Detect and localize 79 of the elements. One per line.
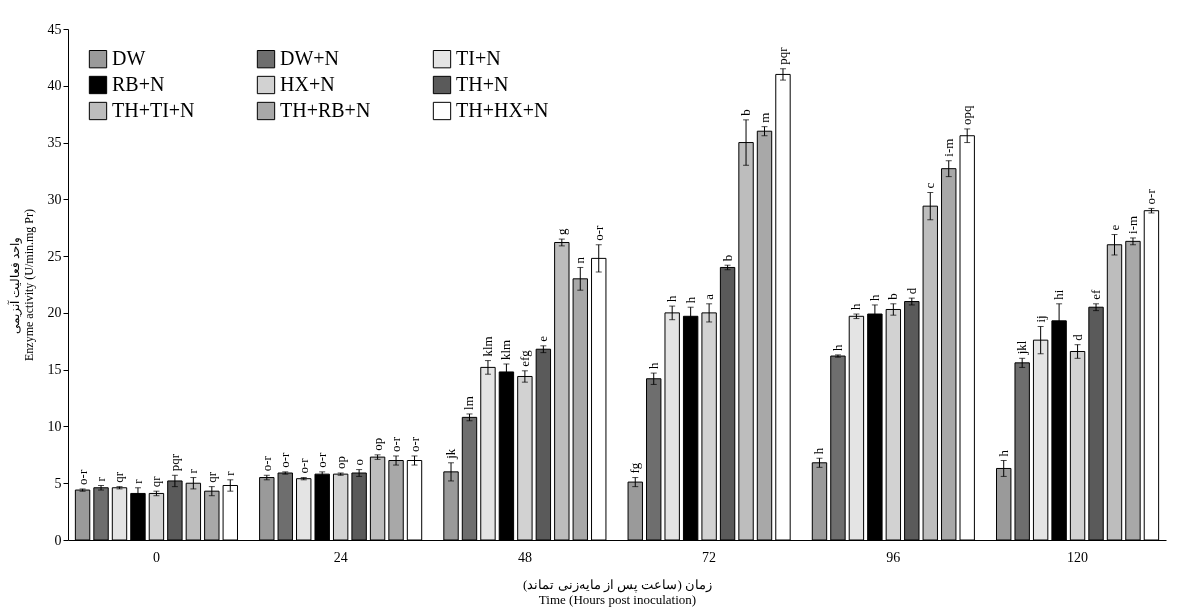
data-label: c [922, 182, 938, 189]
data-label: h [866, 293, 882, 301]
data-label: i-m [940, 138, 956, 157]
legend-label: TI+N [456, 47, 501, 70]
data-label: klm [479, 336, 495, 357]
data-label: jkl [1014, 340, 1030, 356]
data-label: o-r [590, 224, 606, 241]
data-label: o-r [277, 452, 293, 468]
data-label: o-r [295, 457, 311, 474]
y-tick-label: 20 [47, 305, 62, 321]
y-tick-label: 25 [47, 248, 62, 264]
data-label: h [995, 449, 1011, 457]
legend-label: TH+HX+N [456, 99, 549, 121]
data-label: i-m [1124, 215, 1140, 234]
x-tick-label: 72 [702, 549, 717, 565]
data-label: h [829, 343, 845, 351]
data-label: fg [627, 462, 643, 474]
data-label: h [682, 296, 698, 304]
data-label: pqr [166, 453, 182, 472]
x-tick-label: 48 [517, 549, 532, 565]
data-label: a [701, 293, 717, 300]
data-label: ij [1032, 315, 1048, 323]
data-label: r [222, 470, 238, 476]
data-label: e [1106, 224, 1122, 231]
legend-label: HX+N [280, 73, 335, 95]
data-label: opq [959, 104, 975, 125]
data-label: m [756, 112, 772, 123]
data-label: h [645, 362, 661, 370]
data-label: o-r [314, 452, 330, 468]
data-label: qr [148, 475, 164, 488]
data-label: r [93, 476, 109, 482]
data-label: r [185, 468, 201, 474]
data-label: h [664, 295, 680, 303]
data-label: h [811, 447, 827, 455]
data-label: b [719, 254, 735, 262]
data-label: efg [516, 349, 532, 367]
data-label: hi [1051, 289, 1067, 300]
data-label: o-r [74, 469, 90, 485]
y-tick-label: 10 [47, 418, 62, 434]
data-label: pqr [774, 46, 790, 65]
legend-label: TH+RB+N [280, 99, 371, 121]
data-label: o [351, 459, 367, 466]
legend-label: DW [112, 47, 146, 70]
legend-label: RB+N [112, 73, 165, 95]
y-tick-label: 30 [47, 191, 62, 207]
data-label: qr [203, 471, 219, 483]
data-label: ef [1088, 289, 1104, 300]
x-tick-label: 120 [1067, 549, 1089, 565]
data-label: e [535, 335, 551, 342]
x-tick-label: 0 [152, 549, 160, 565]
y-tick-label: 45 [47, 21, 62, 37]
legend-label: TH+N [456, 73, 509, 95]
x-tick-label: 96 [886, 549, 901, 565]
data-label: op [332, 456, 348, 469]
data-label: n [572, 256, 588, 264]
data-label: o-r [406, 436, 422, 452]
y-tick-label: 15 [47, 362, 62, 378]
data-label: jk [443, 448, 459, 460]
legend-label: DW+N [280, 47, 340, 70]
y-tick-label: 5 [54, 475, 62, 491]
y-tick-label: 40 [47, 78, 62, 94]
data-label: d [903, 287, 919, 295]
data-label: qr [111, 471, 127, 483]
data-label: o-r [388, 436, 404, 452]
data-label: h [848, 303, 864, 311]
data-label: o-r [1143, 188, 1159, 205]
x-tick-label: 24 [333, 549, 348, 565]
data-label: lm [461, 396, 477, 410]
data-label: b [738, 109, 754, 116]
legend-label: TH+TI+N [112, 99, 195, 121]
data-label: o-r [258, 455, 274, 472]
data-label: klm [498, 339, 514, 360]
data-label: d [1069, 333, 1085, 341]
data-label: g [553, 228, 569, 236]
y-tick-label: 0 [54, 532, 62, 548]
data-label: op [369, 437, 385, 451]
data-label: b [885, 293, 901, 300]
y-tick-label: 35 [47, 135, 62, 151]
data-label: r [129, 478, 145, 484]
